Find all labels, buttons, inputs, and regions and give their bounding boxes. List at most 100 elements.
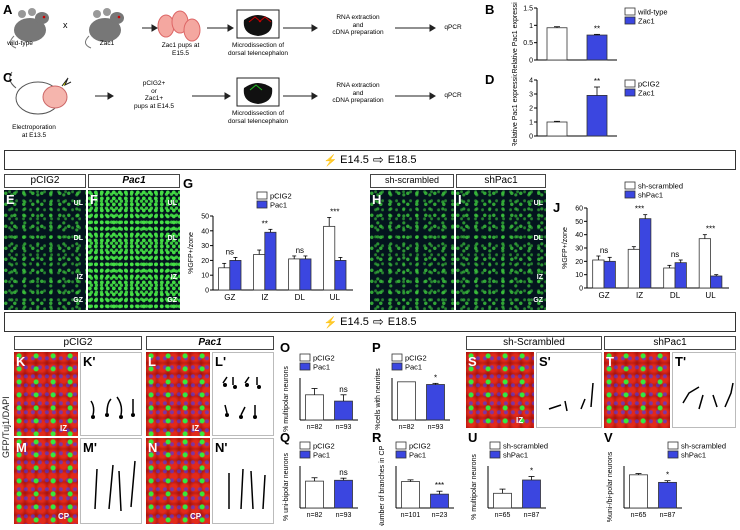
y-axis-label: % uni-bipolar neurons <box>283 452 290 521</box>
lightning-icon-2: ⚡ <box>323 316 338 329</box>
mouse-wild-type-icon <box>10 8 49 49</box>
brain-section-c-icon <box>236 77 280 107</box>
panel-label-a: A <box>3 2 13 17</box>
bar <box>546 121 568 137</box>
significance-label: ** <box>594 24 600 33</box>
significance-label: *** <box>706 225 715 234</box>
bar <box>674 262 687 289</box>
y-tick-label: 1.5 <box>523 6 533 13</box>
n-label: n=87 <box>660 512 676 519</box>
legend-swatch <box>391 353 403 362</box>
y-axis-label: %GFP+/zone <box>562 227 569 269</box>
tracing-t: T' <box>672 352 736 428</box>
tracing-m: M' <box>80 438 142 524</box>
bar <box>658 481 677 509</box>
bar <box>397 381 416 421</box>
legend-swatch <box>624 16 636 25</box>
i-title: shPac1 <box>456 174 546 188</box>
micrograph-m: M CP <box>14 438 78 524</box>
tracing-s: S' <box>536 352 602 428</box>
electroporation-label: Electroporation at E13.5 <box>12 124 56 139</box>
legend-swatch <box>624 190 636 199</box>
n-label: n=82 <box>307 512 323 519</box>
n-label: n=93 <box>336 512 352 519</box>
pups-c-label: pCIG2+ or Zac1+ pups at E14.5 <box>133 80 175 110</box>
y-tick-label: 20 <box>575 259 583 266</box>
legend-swatch <box>667 441 679 450</box>
legend-entry: Zac1 <box>638 89 655 98</box>
h-title: sh-scrambled <box>370 174 454 188</box>
legend-swatch <box>256 191 268 200</box>
x-tick-label: IZ <box>636 291 643 300</box>
legend-entry: shPac1 <box>638 191 663 200</box>
legend-swatch <box>256 200 268 209</box>
n-label: n=23 <box>432 512 448 519</box>
y-axis-label: %cells with neurites <box>375 368 382 430</box>
n-label: n=101 <box>401 512 421 519</box>
bar <box>522 479 541 509</box>
panel-label-u: U <box>468 430 478 445</box>
chart-v: %uni-/bi-polar neurons n=65 n=87 * sh-scramb… <box>607 441 726 523</box>
scheme-illustration <box>9 8 436 115</box>
chart-j: 0 10 20 30 40 50 60 %GFP+/zone ns GZ *** IZ ns DL *** U… <box>562 182 729 300</box>
banner2-from: E14.5 <box>340 316 369 328</box>
bar <box>334 400 353 421</box>
legend-entry: sh-scrambled <box>681 442 726 451</box>
legend-swatch <box>391 362 403 371</box>
mouse1-label: wild-type <box>7 40 33 47</box>
bar <box>710 275 723 289</box>
significance-label: *** <box>435 481 444 490</box>
panel-label-g: G <box>183 176 194 191</box>
legend-entry: Pac1 <box>409 451 426 460</box>
legend-swatch <box>299 362 311 371</box>
y-tick-label: 0 <box>579 286 583 293</box>
y-axis-label: % multipolar neurons <box>283 366 290 432</box>
panel-label-q: Q <box>280 430 291 445</box>
bar <box>288 258 301 291</box>
chart-g: 0 10 20 30 40 50 %GFP+/zone ns GZ ** IZ ns DL *** UL pC… <box>188 191 353 302</box>
legend-swatch <box>624 79 636 88</box>
bar <box>629 474 648 509</box>
y-axis-label: Relative Pac1 expression <box>512 2 519 74</box>
legend-entry: Zac1 <box>638 17 655 26</box>
significance-label: * <box>666 471 669 480</box>
significance-label: * <box>434 373 437 382</box>
y-tick-label: 60 <box>575 206 583 213</box>
legend-swatch <box>299 450 311 459</box>
legend-entry: pCIG2 <box>313 354 335 363</box>
bar <box>401 481 420 509</box>
bar <box>603 260 616 289</box>
l-title: Pac1 <box>146 336 274 350</box>
micrograph-l: L IZ <box>146 352 210 436</box>
panel-label-b: B <box>485 2 495 17</box>
y-axis-label: %GFP+/zone <box>188 232 195 274</box>
chart-r: Number of branches in CP n=101 n=23 *** pCIG… <box>379 441 454 526</box>
significance-label: *** <box>635 205 644 214</box>
timeline-banner-1: ⚡ E14.5 ⇨ E18.5 <box>4 150 736 170</box>
tracing-n: N' <box>212 438 274 524</box>
legend-swatch <box>395 441 407 450</box>
y-tick-label: 1 <box>529 120 533 127</box>
y-tick-label: 50 <box>575 219 583 226</box>
y-tick-label: 4 <box>529 78 533 85</box>
arrow-right-icon-2: ⇨ <box>372 314 384 329</box>
y-tick-label: 40 <box>201 228 209 235</box>
zone-labels-e: UL DL IZ GZ <box>73 200 83 304</box>
pregnant-mouse-icon <box>9 71 72 115</box>
x-tick-label: UL <box>330 293 341 302</box>
rna-label-a: RNA extraction and cDNA preparation <box>332 14 384 36</box>
qpcr-label-a: qPCR <box>444 24 462 31</box>
banner2-to: E18.5 <box>387 316 417 328</box>
y-tick-label: 40 <box>575 232 583 239</box>
x-tick-label: DL <box>670 291 681 300</box>
bar <box>627 248 640 289</box>
legend-entry: pCIG2 <box>405 354 427 363</box>
micrograph-i: I UL DL IZ GZ <box>456 190 546 310</box>
legend-entry: Pac1 <box>270 201 287 210</box>
micrograph-k: K IZ <box>14 352 78 436</box>
legend-swatch <box>489 450 501 459</box>
x-tick-label: GZ <box>224 293 235 302</box>
arrow-right-icon: ⇨ <box>372 152 384 167</box>
